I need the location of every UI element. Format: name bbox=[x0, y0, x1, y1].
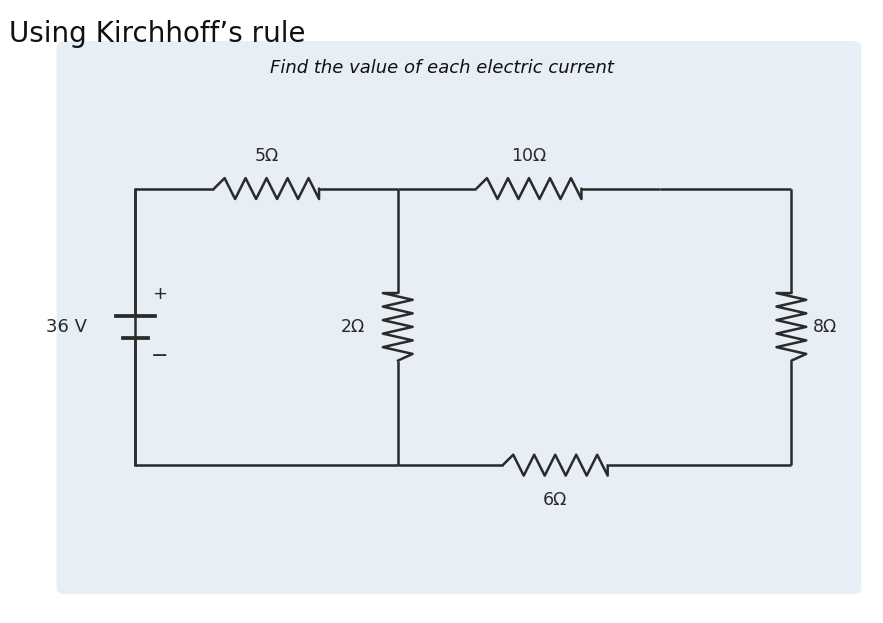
Text: Find the value of each electric current: Find the value of each electric current bbox=[269, 59, 614, 77]
Text: −: − bbox=[151, 346, 169, 366]
Text: 8Ω: 8Ω bbox=[813, 318, 837, 336]
Text: 2Ω: 2Ω bbox=[340, 318, 365, 336]
Text: 36 V: 36 V bbox=[46, 318, 87, 336]
Text: 6Ω: 6Ω bbox=[543, 491, 568, 509]
FancyBboxPatch shape bbox=[57, 41, 861, 594]
Text: Using Kirchhoff’s rule: Using Kirchhoff’s rule bbox=[9, 19, 305, 47]
Text: 5Ω: 5Ω bbox=[254, 147, 279, 165]
Text: 10Ω: 10Ω bbox=[511, 147, 547, 165]
Text: +: + bbox=[153, 285, 168, 303]
